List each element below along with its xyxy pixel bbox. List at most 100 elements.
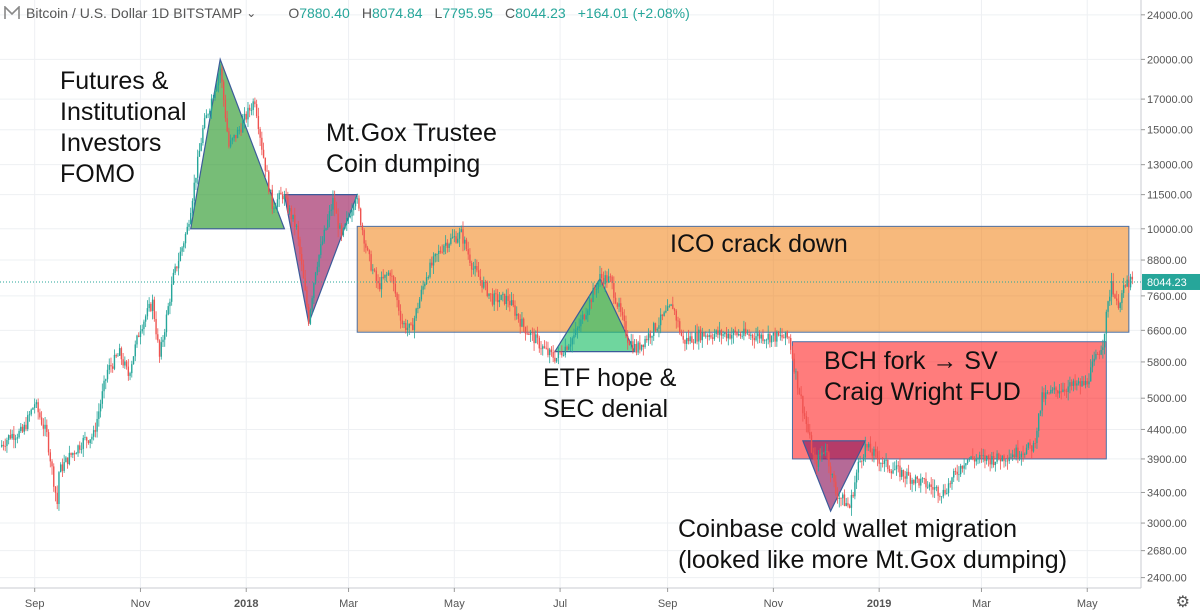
candle-body: [46, 424, 48, 433]
candle-body: [880, 463, 882, 465]
candle-body: [422, 286, 424, 290]
candle-body: [1086, 380, 1088, 385]
candle-body: [705, 335, 707, 337]
y-tick-label: 3900.00: [1147, 454, 1187, 466]
candle-body: [562, 355, 565, 356]
chevron-down-icon[interactable]: ⌄: [246, 6, 257, 20]
change-value: +164.01 (+2.08%): [577, 5, 690, 21]
candle-body: [63, 462, 65, 471]
candle-body: [746, 333, 749, 335]
candle-body: [980, 455, 983, 456]
candle-body: [474, 266, 476, 269]
candle-body: [854, 482, 856, 497]
candle-body: [285, 195, 287, 198]
candle-body: [261, 137, 263, 150]
candle-body: [913, 480, 915, 484]
interval-label[interactable]: 1D: [151, 5, 170, 21]
candle-body: [314, 272, 317, 284]
candle-body: [347, 217, 350, 219]
candle-body: [99, 403, 102, 412]
candle-body: [495, 293, 497, 295]
annotation-bch: BCH fork → SV Craig Wright FUD: [824, 347, 1021, 406]
candle-body: [984, 455, 986, 462]
candle-body: [509, 300, 511, 306]
candle-body: [796, 371, 799, 389]
candle-body: [2, 444, 5, 446]
gear-icon[interactable]: ⚙: [1175, 594, 1190, 611]
candle-body: [1029, 442, 1031, 446]
candle-body: [566, 346, 568, 350]
candle-body: [42, 424, 45, 429]
candle-body: [653, 323, 655, 336]
candle-body: [892, 470, 894, 474]
candle-body: [79, 445, 81, 450]
candle-body: [647, 333, 650, 341]
candle-body: [675, 310, 677, 321]
candle-body: [864, 444, 866, 458]
y-tick-label: 3000.00: [1147, 518, 1187, 530]
candle-body: [188, 223, 190, 227]
candle-body: [408, 323, 410, 328]
candle-body: [21, 426, 24, 432]
candle-body: [1109, 296, 1111, 302]
candle-body: [477, 270, 480, 277]
candle-body: [1096, 353, 1099, 355]
candle-body: [755, 336, 757, 341]
candle-body: [698, 329, 700, 342]
candle-body: [115, 354, 117, 357]
candle-body: [125, 361, 128, 367]
candle-body: [269, 189, 272, 192]
candle-body: [1003, 455, 1005, 462]
exchange-label[interactable]: BITSTAMP: [173, 5, 243, 21]
y-tick-label: 2680.00: [1147, 546, 1187, 558]
candle-body: [413, 318, 416, 331]
candle-body: [44, 424, 46, 429]
candle-body: [895, 465, 898, 470]
candle-body: [531, 332, 534, 334]
candle-body: [602, 278, 605, 285]
candle-body: [540, 348, 542, 350]
candle-body: [862, 457, 865, 462]
candle-body: [724, 332, 726, 335]
candle-body: [899, 465, 901, 477]
candle-body: [510, 300, 513, 306]
candle-body: [1122, 285, 1125, 294]
candle-body: [209, 110, 211, 115]
candle-body: [604, 275, 606, 285]
candle-body: [966, 459, 969, 464]
candle-body: [985, 455, 988, 462]
candle-body: [174, 266, 176, 273]
candle-body: [989, 458, 991, 465]
candle-body: [673, 309, 676, 311]
candle-body: [33, 404, 36, 408]
candle-body: [587, 310, 589, 316]
candle-body: [552, 352, 554, 358]
candle-body: [972, 456, 974, 459]
candle-body: [139, 331, 142, 337]
candle-body: [1083, 381, 1085, 386]
candle-body: [488, 293, 490, 297]
candle-body: [717, 330, 719, 335]
candle-body: [1100, 349, 1102, 355]
candle-body: [876, 451, 879, 459]
candle-body: [1032, 443, 1035, 452]
candle-body: [1041, 392, 1043, 411]
candle-body: [82, 437, 84, 449]
candle-body: [630, 341, 632, 346]
candle-body: [881, 463, 884, 465]
candle-body: [620, 303, 622, 312]
candle-body: [954, 471, 957, 472]
y-tick-label: 24000.00: [1147, 10, 1193, 22]
candle-body: [353, 206, 355, 211]
candle-body: [32, 407, 34, 410]
candle-body: [491, 293, 494, 305]
candle-body: [75, 453, 77, 455]
candle-body: [344, 224, 346, 229]
candle-body: [1015, 447, 1017, 458]
candle-body: [1103, 333, 1106, 348]
candle-body: [937, 486, 939, 496]
candle-body: [1036, 430, 1038, 444]
symbol-name[interactable]: Bitcoin / U.S. Dollar: [26, 5, 148, 21]
candle-body: [191, 200, 194, 213]
